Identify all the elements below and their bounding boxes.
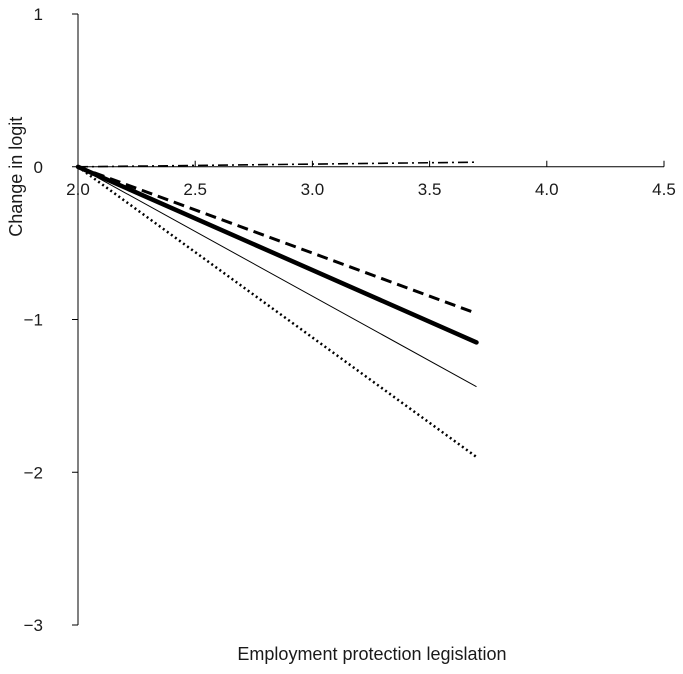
axes — [72, 13, 665, 626]
x-tick-label: 2.0 — [66, 180, 90, 199]
y-tick-label: 0 — [34, 158, 43, 177]
y-tick-label: 1 — [34, 5, 43, 24]
y-tick-label: −2 — [24, 463, 43, 482]
series-line-thin-solid — [77, 166, 477, 388]
y-tick-label: −1 — [24, 311, 43, 330]
tick-labels: 1 0 −1 −2 −3 2.0 2.5 3.0 3.5 4.0 4.5 — [24, 5, 676, 635]
x-tick-label: 4.0 — [535, 180, 559, 199]
series-line-thick-solid — [75, 164, 479, 345]
y-axis-title: Change in logit — [6, 117, 26, 237]
y-tick-label: −3 — [24, 616, 43, 635]
x-tick-label: 3.0 — [301, 180, 325, 199]
x-tick-label: 3.5 — [418, 180, 442, 199]
x-axis-title: Employment protection legislation — [237, 644, 506, 664]
series-line-dotted — [77, 165, 478, 459]
series-line-dashed — [77, 165, 478, 315]
x-tick-label: 2.5 — [183, 180, 207, 199]
series-line-dash-dot — [77, 161, 477, 168]
series-group — [75, 161, 479, 459]
x-tick-label: 4.5 — [652, 180, 676, 199]
